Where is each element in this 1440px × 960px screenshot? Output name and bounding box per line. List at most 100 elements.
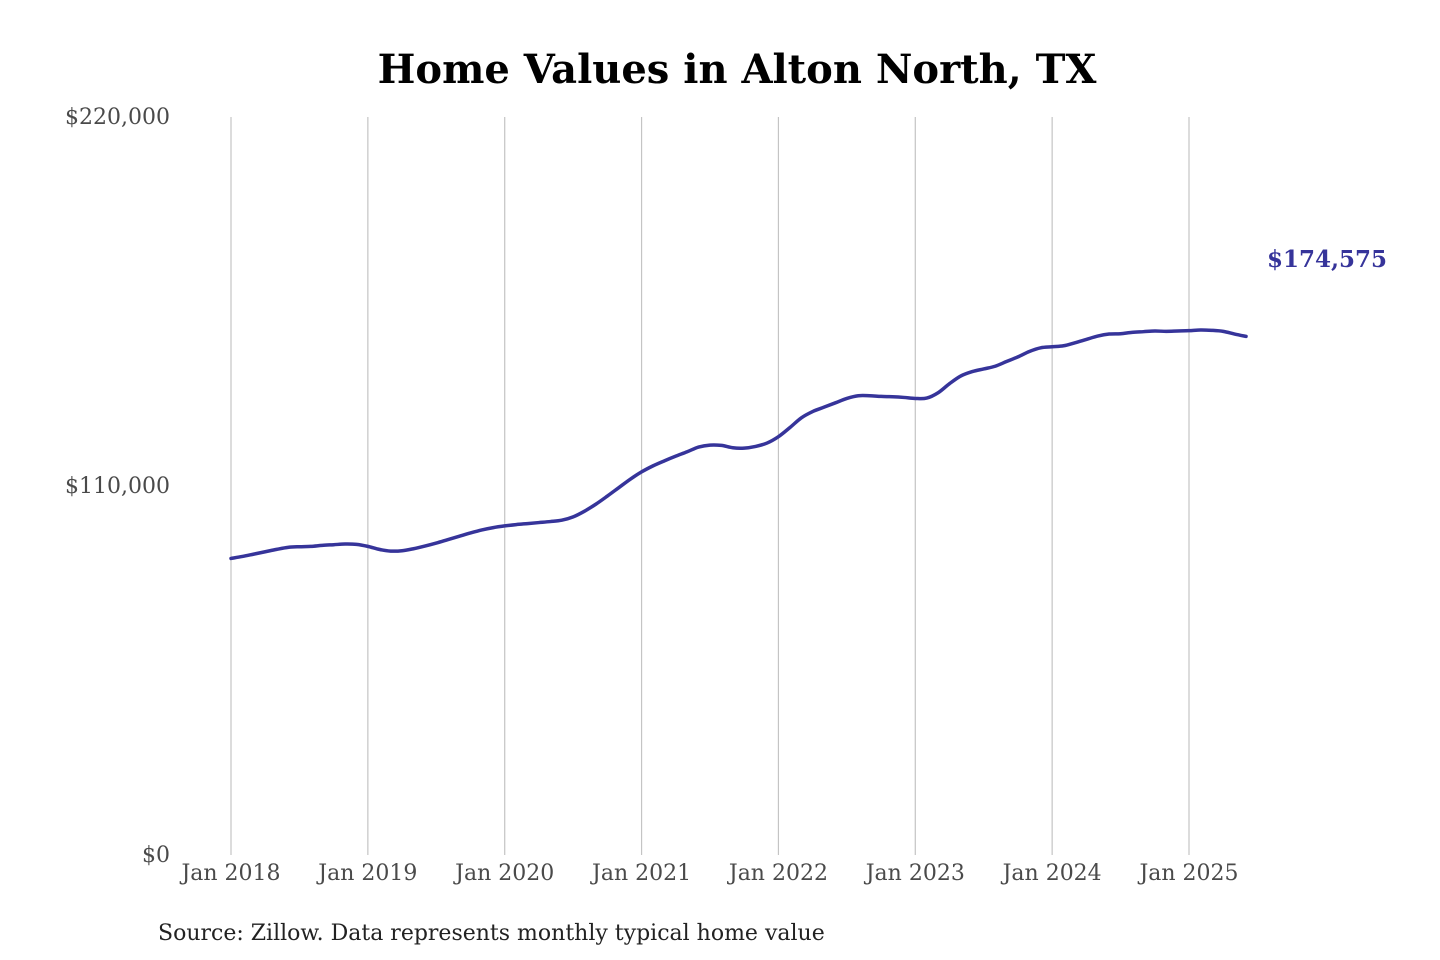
data-point-2025-02 xyxy=(1199,328,1202,331)
data-point-2020-09 xyxy=(594,503,597,506)
data-point-2021-05 xyxy=(686,450,689,453)
data-point-2020-08 xyxy=(583,510,586,513)
data-point-2019-08 xyxy=(446,538,449,541)
data-point-2021-06 xyxy=(697,445,700,448)
x-tick-label: Jan 2025 xyxy=(1137,861,1238,886)
data-point-2021-08 xyxy=(720,444,723,447)
data-point-2018-08 xyxy=(309,545,312,548)
data-point-2018-05 xyxy=(275,548,278,551)
data-point-2024-04 xyxy=(1085,338,1088,341)
data-point-2019-12 xyxy=(492,526,495,529)
data-point-2023-01 xyxy=(914,397,917,400)
data-point-2019-10 xyxy=(469,531,472,534)
y-tick-label: $0 xyxy=(142,843,170,868)
data-point-2023-06 xyxy=(971,370,974,373)
data-point-2019-09 xyxy=(458,535,461,538)
data-point-2023-02 xyxy=(925,397,928,400)
data-point-2021-10 xyxy=(743,446,746,449)
data-point-2018-04 xyxy=(264,550,267,553)
chart-title: Home Values in Alton North, TX xyxy=(378,46,1097,93)
series-layer xyxy=(229,328,1248,561)
data-point-2020-04 xyxy=(537,521,540,524)
data-point-2021-07 xyxy=(708,443,711,446)
data-point-2018-09 xyxy=(321,544,324,547)
source-note: Source: Zillow. Data represents monthly … xyxy=(158,921,825,946)
data-point-2024-06 xyxy=(1108,332,1111,335)
x-tick-label: Jan 2022 xyxy=(727,861,828,886)
data-point-2018-12 xyxy=(355,543,358,546)
data-point-2020-01 xyxy=(503,524,506,527)
data-point-2024-11 xyxy=(1165,330,1168,333)
data-point-2020-07 xyxy=(572,515,575,518)
data-point-2023-08 xyxy=(994,365,997,368)
data-point-2024-12 xyxy=(1176,329,1179,332)
y-tick-label: $110,000 xyxy=(65,474,170,499)
data-point-2024-01 xyxy=(1051,345,1054,348)
data-point-2022-01 xyxy=(777,435,780,438)
vertical-gridlines xyxy=(230,117,1190,855)
x-tick-label: Jan 2023 xyxy=(864,861,965,886)
data-point-2024-02 xyxy=(1062,344,1065,347)
data-point-2022-06 xyxy=(834,401,837,404)
data-point-2023-07 xyxy=(982,367,985,370)
data-point-2021-04 xyxy=(674,455,677,458)
data-point-2018-06 xyxy=(286,546,289,549)
data-point-2022-04 xyxy=(811,410,814,413)
data-point-2022-07 xyxy=(845,397,848,400)
data-point-2020-12 xyxy=(629,478,632,481)
data-point-2023-03 xyxy=(937,391,940,394)
data-point-2023-04 xyxy=(948,382,951,385)
data-point-2024-09 xyxy=(1142,330,1145,333)
home-value-line xyxy=(229,328,1248,561)
data-point-2019-11 xyxy=(480,528,483,531)
data-point-2019-05 xyxy=(412,547,415,550)
data-point-2025-04 xyxy=(1222,330,1225,333)
data-point-2022-05 xyxy=(822,406,825,409)
data-point-2024-07 xyxy=(1119,332,1122,335)
data-point-2023-11 xyxy=(1028,350,1031,353)
data-point-2022-03 xyxy=(800,416,803,419)
data-point-2018-10 xyxy=(332,543,335,546)
data-point-2019-04 xyxy=(400,549,403,552)
data-point-2019-03 xyxy=(389,549,392,552)
data-point-2018-11 xyxy=(343,542,346,545)
data-point-2021-11 xyxy=(754,445,757,448)
y-axis-tick-labels: $0 $110,000 $220,000 xyxy=(65,105,170,868)
data-point-2023-12 xyxy=(1039,346,1042,349)
data-point-2018-07 xyxy=(298,545,301,548)
data-point-2019-07 xyxy=(435,541,438,544)
data-point-2022-08 xyxy=(857,394,860,397)
data-point-2020-02 xyxy=(515,523,518,526)
x-tick-label: Jan 2019 xyxy=(316,861,417,886)
y-tick-label: $220,000 xyxy=(65,105,170,130)
data-point-2021-02 xyxy=(651,464,654,467)
data-point-2021-12 xyxy=(765,441,768,444)
data-point-2023-10 xyxy=(1016,355,1019,358)
data-point-2025-01 xyxy=(1187,329,1190,332)
data-point-2019-02 xyxy=(378,548,381,551)
x-axis-tick-labels: Jan 2018 Jan 2019 Jan 2020 Jan 2021 Jan 2022… xyxy=(179,861,1238,886)
data-point-2024-03 xyxy=(1073,341,1076,344)
data-point-2020-06 xyxy=(560,519,563,522)
data-point-2022-09 xyxy=(868,394,871,397)
data-point-2022-11 xyxy=(891,395,894,398)
data-point-2019-06 xyxy=(423,544,426,547)
data-point-2021-01 xyxy=(640,470,643,473)
data-point-2018-01 xyxy=(229,557,232,560)
data-point-2024-10 xyxy=(1153,329,1156,332)
x-tick-label: Jan 2021 xyxy=(590,861,691,886)
data-point-2018-03 xyxy=(252,553,255,556)
data-point-2025-05 xyxy=(1233,332,1236,335)
data-point-2020-10 xyxy=(606,494,609,497)
data-point-2024-05 xyxy=(1096,334,1099,337)
x-tick-label: Jan 2018 xyxy=(179,861,280,886)
data-point-2023-09 xyxy=(1005,360,1008,363)
data-point-2020-03 xyxy=(526,522,529,525)
data-point-2025-06 xyxy=(1244,335,1247,338)
data-point-2022-12 xyxy=(902,396,905,399)
x-tick-label: Jan 2020 xyxy=(453,861,554,886)
data-point-2022-10 xyxy=(879,395,882,398)
data-point-2020-11 xyxy=(617,486,620,489)
data-point-2023-05 xyxy=(959,374,962,377)
